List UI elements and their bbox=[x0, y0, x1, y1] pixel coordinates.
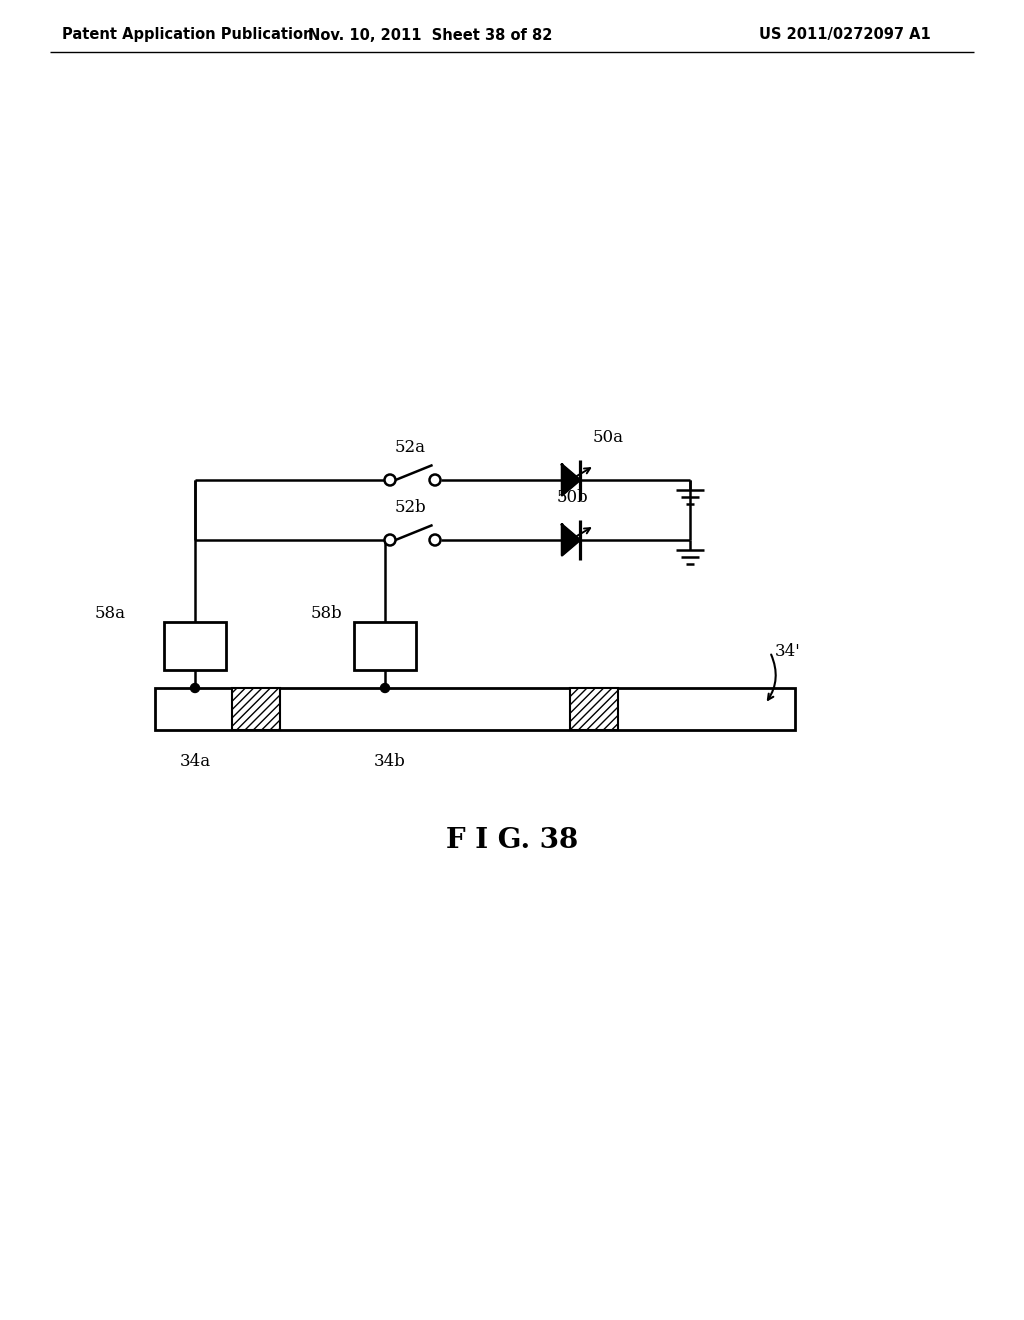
Text: 34': 34' bbox=[775, 644, 801, 660]
Text: Patent Application Publication: Patent Application Publication bbox=[62, 28, 313, 42]
Circle shape bbox=[190, 684, 200, 693]
Polygon shape bbox=[562, 465, 580, 495]
Circle shape bbox=[384, 474, 395, 486]
Text: F I G. 38: F I G. 38 bbox=[445, 826, 579, 854]
Circle shape bbox=[381, 684, 389, 693]
Polygon shape bbox=[562, 525, 580, 556]
Circle shape bbox=[429, 535, 440, 545]
Text: 34b: 34b bbox=[374, 754, 406, 771]
Bar bbox=[354, 622, 416, 671]
Text: 58a: 58a bbox=[95, 606, 126, 623]
Circle shape bbox=[384, 535, 395, 545]
Text: 58b: 58b bbox=[310, 606, 342, 623]
Text: 50a: 50a bbox=[593, 429, 624, 446]
Bar bbox=[164, 622, 226, 671]
Text: 52a: 52a bbox=[394, 440, 426, 457]
Text: US 2011/0272097 A1: US 2011/0272097 A1 bbox=[759, 28, 931, 42]
Bar bbox=[155, 688, 795, 730]
Text: Nov. 10, 2011  Sheet 38 of 82: Nov. 10, 2011 Sheet 38 of 82 bbox=[308, 28, 552, 42]
Bar bbox=[570, 688, 618, 730]
Bar bbox=[232, 688, 280, 730]
Text: 34a: 34a bbox=[179, 754, 211, 771]
Circle shape bbox=[429, 474, 440, 486]
Text: 52b: 52b bbox=[394, 499, 426, 516]
Text: 50b: 50b bbox=[556, 490, 588, 507]
